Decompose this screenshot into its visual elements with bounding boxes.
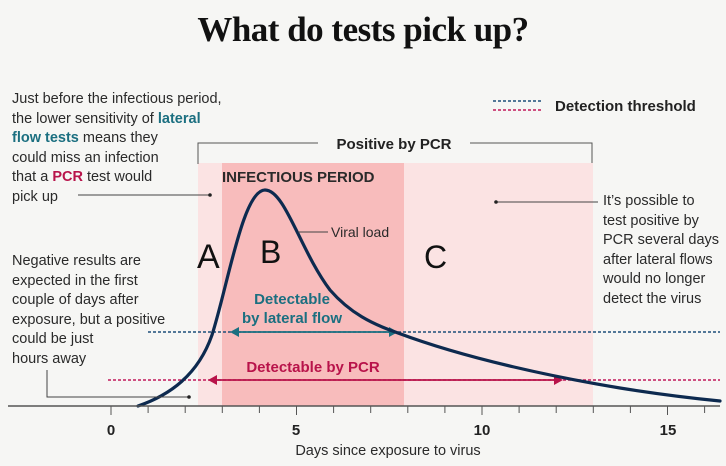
- negative-leader: [46, 370, 188, 398]
- note-text: the lower sensitivity of: [12, 110, 158, 127]
- note-line: hours away: [12, 350, 87, 367]
- region-a-label: A: [197, 238, 220, 276]
- before-infectious-note: Just before the infectious period, the l…: [12, 90, 222, 207]
- note-line: Just before the infectious period,: [12, 91, 222, 107]
- leader-dot: [187, 395, 191, 399]
- x-tick-label: 0: [107, 422, 115, 439]
- negative-note: Negative results are expected in the fir…: [12, 252, 165, 369]
- x-axis-label: Days since exposure to virus: [295, 443, 480, 459]
- lateral-flow-label-line2: by lateral flow: [242, 310, 342, 327]
- note-line: exposure, but a positive: [12, 311, 166, 328]
- leader-dot: [208, 193, 212, 197]
- note-line: would no longer: [603, 271, 706, 287]
- note-line: could miss an infection: [12, 149, 159, 166]
- note-highlight-lateral: lateral: [157, 110, 201, 127]
- note-highlight-lateral: flow tests: [12, 130, 79, 146]
- region-c-label: C: [424, 239, 447, 275]
- x-tick-label: 10: [474, 422, 491, 439]
- note-line: test positive by: [603, 212, 699, 229]
- lateral-flow-label-line1: Detectable: [254, 291, 330, 308]
- pcr-bracket-right: [470, 142, 593, 163]
- note-text: means they: [78, 130, 158, 146]
- note-line: Negative results are: [12, 253, 141, 269]
- x-tick-label: 5: [292, 422, 300, 439]
- note-text: that a: [12, 169, 53, 185]
- note-line: expected in the first: [12, 272, 138, 289]
- infectious-period-label: INFECTIOUS PERIOD: [222, 169, 375, 186]
- x-axis-ticks: [110, 406, 706, 415]
- note-line: pick up: [12, 188, 58, 205]
- note-line: the lower sensitivity of lateral: [12, 110, 222, 130]
- viral-load-curve: [136, 188, 722, 408]
- note-line: detect the virus: [603, 290, 702, 307]
- note-line: It’s possible to: [603, 193, 695, 209]
- leader-dot: [494, 200, 498, 204]
- note-line: after lateral flows: [603, 251, 713, 268]
- after-note: It’s possible to test positive by PCR se…: [603, 192, 719, 309]
- positive-by-pcr-label: Positive by PCR: [336, 136, 451, 153]
- note-line: PCR several days: [603, 232, 720, 248]
- page-title: What do tests pick up?: [197, 10, 529, 49]
- pcr-bracket-left: [197, 142, 318, 164]
- pcr-label: Detectable by PCR: [246, 359, 380, 376]
- legend-label: Detection threshold: [555, 98, 696, 115]
- note-line: flow tests means they: [12, 129, 222, 149]
- region-b-label: B: [260, 234, 281, 270]
- note-line: that a PCR test would: [12, 168, 222, 188]
- note-line: could be just: [12, 331, 94, 347]
- viral-load-label: Viral load: [331, 224, 389, 240]
- note-line: couple of days after: [12, 292, 139, 308]
- note-text: test would: [82, 169, 153, 185]
- x-tick-label: 15: [660, 422, 677, 439]
- note-highlight-pcr: PCR: [52, 169, 83, 185]
